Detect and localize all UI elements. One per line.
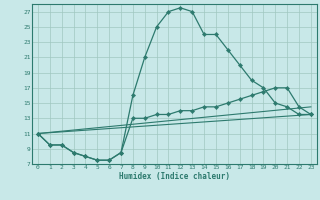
X-axis label: Humidex (Indice chaleur): Humidex (Indice chaleur) <box>119 172 230 181</box>
